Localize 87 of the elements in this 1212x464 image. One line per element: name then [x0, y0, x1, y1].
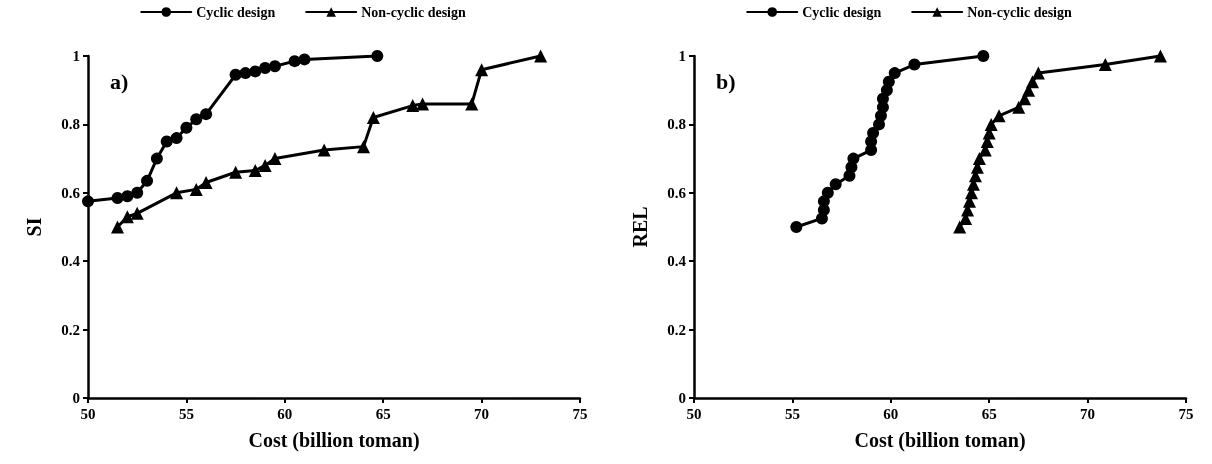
point	[847, 152, 860, 165]
point	[249, 65, 262, 78]
point	[465, 97, 479, 111]
y-tick-label: 0.4	[667, 253, 687, 270]
point	[821, 186, 834, 199]
y-tick-label: 1	[678, 48, 686, 64]
point	[908, 58, 921, 71]
point	[1031, 66, 1045, 80]
y-tick-label: 0.4	[61, 253, 81, 270]
y-tick-label: 0.2	[61, 321, 80, 338]
point	[977, 50, 990, 62]
y-tick-label: 0.2	[667, 321, 686, 338]
x-tick-label: 60	[883, 405, 899, 422]
legend-label: Cyclic design	[196, 4, 276, 20]
point	[1098, 58, 1112, 72]
annotation: a)	[110, 68, 129, 94]
y-tick-label: 0.8	[61, 116, 80, 133]
point	[259, 61, 272, 74]
y-axis-title: SI	[23, 217, 45, 237]
point	[229, 68, 242, 81]
point	[141, 174, 154, 187]
point	[317, 143, 331, 157]
y-axis-title: REL	[629, 206, 651, 248]
x-tick-label: 70	[474, 405, 490, 422]
point	[229, 165, 243, 179]
point	[534, 49, 548, 63]
x-tick-label: 55	[178, 405, 194, 422]
x-tick-label: 50	[80, 405, 96, 422]
annotation: b)	[716, 68, 736, 94]
legend-label: Cyclic design	[802, 4, 882, 20]
point	[882, 75, 895, 88]
point	[131, 186, 144, 199]
point	[248, 164, 262, 178]
point	[475, 63, 489, 77]
point	[121, 190, 134, 203]
y-tick-label: 0	[678, 390, 686, 406]
x-tick-label: 50	[686, 405, 702, 422]
x-axis-title: Cost (billion toman)	[854, 429, 1026, 452]
x-tick-label: 55	[784, 405, 800, 422]
point	[366, 111, 380, 125]
point	[888, 67, 901, 80]
point	[867, 126, 880, 139]
y-tick-label: 0.8	[667, 116, 686, 133]
y-tick-label: 0.6	[61, 184, 81, 201]
point	[150, 152, 163, 165]
point	[268, 152, 282, 166]
point	[82, 195, 94, 208]
point	[1153, 49, 1167, 63]
point	[371, 50, 384, 62]
x-tick-label: 75	[572, 405, 588, 422]
point	[200, 108, 213, 121]
point	[170, 186, 184, 200]
point	[160, 135, 173, 148]
x-tick-label: 65	[981, 405, 997, 422]
point	[120, 210, 134, 224]
y-tick-label: 0.6	[667, 184, 687, 201]
y-tick-label: 1	[72, 48, 80, 64]
x-tick-label: 65	[375, 405, 391, 422]
point	[953, 220, 967, 234]
legend-label: Non-cyclic design	[361, 4, 466, 20]
point	[189, 182, 203, 196]
point	[268, 60, 281, 73]
point	[972, 152, 986, 166]
point	[288, 55, 301, 68]
point	[829, 178, 842, 191]
y-tick-label: 0	[72, 390, 80, 406]
point	[984, 117, 998, 131]
point	[180, 121, 193, 134]
x-tick-label: 70	[1080, 405, 1096, 422]
point	[170, 132, 183, 145]
legend-label: Non-cyclic design	[967, 4, 1072, 20]
point	[258, 158, 272, 172]
x-tick-label: 60	[277, 405, 293, 422]
point	[298, 53, 311, 66]
point	[1026, 75, 1039, 89]
point	[790, 221, 803, 233]
x-axis-title: Cost (billion toman)	[248, 429, 420, 452]
point	[416, 97, 430, 111]
point	[190, 113, 203, 126]
point	[357, 140, 371, 154]
point	[111, 220, 125, 234]
point	[239, 67, 252, 80]
x-tick-label: 75	[1178, 405, 1194, 422]
point	[1012, 100, 1026, 114]
point	[199, 176, 213, 190]
point	[992, 109, 1006, 123]
point	[130, 206, 144, 220]
